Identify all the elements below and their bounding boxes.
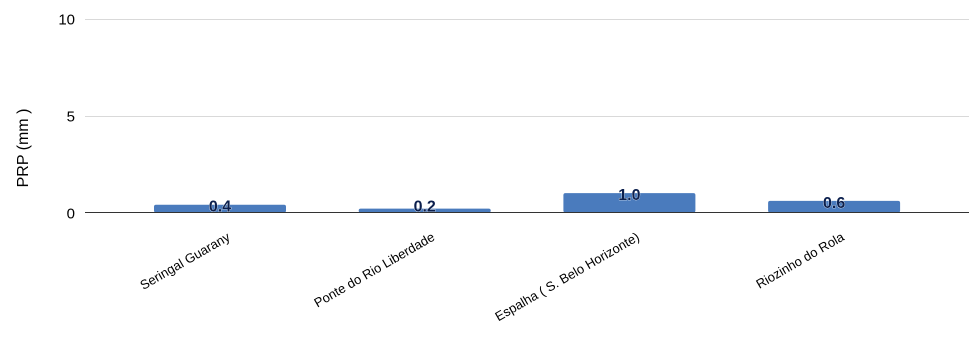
x-tick-label: Seringal Guarany: [137, 229, 233, 293]
x-tick-label: Ponte do Rio Liberdade: [311, 229, 437, 310]
bars: [154, 193, 901, 213]
bar: [563, 193, 696, 213]
gridlines: [85, 19, 969, 117]
data-label: 0.2: [414, 199, 436, 216]
bar: [358, 208, 491, 213]
bar: [768, 200, 901, 213]
data-label: 1.0: [618, 187, 640, 204]
data-label: 0.6: [823, 195, 845, 212]
y-tick-label: 0: [67, 206, 75, 223]
data-label: 0.4: [209, 199, 231, 216]
data-labels: 0.4 0.2 1.0 0.6: [209, 187, 846, 216]
y-axis-title: PRP (mm ): [15, 109, 32, 188]
bar: [154, 204, 286, 213]
x-axis-labels: Seringal Guarany Ponte do Rio Liberdade Es…: [137, 229, 847, 324]
y-tick-label: 5: [67, 109, 75, 126]
y-tick-label: 10: [58, 12, 75, 29]
x-tick-label: Espalha ( S. Belo Horizonte): [492, 229, 642, 324]
x-tick-label: Riozinho do Rola: [753, 229, 847, 292]
y-axis-ticks: 0 5 10: [58, 12, 75, 223]
